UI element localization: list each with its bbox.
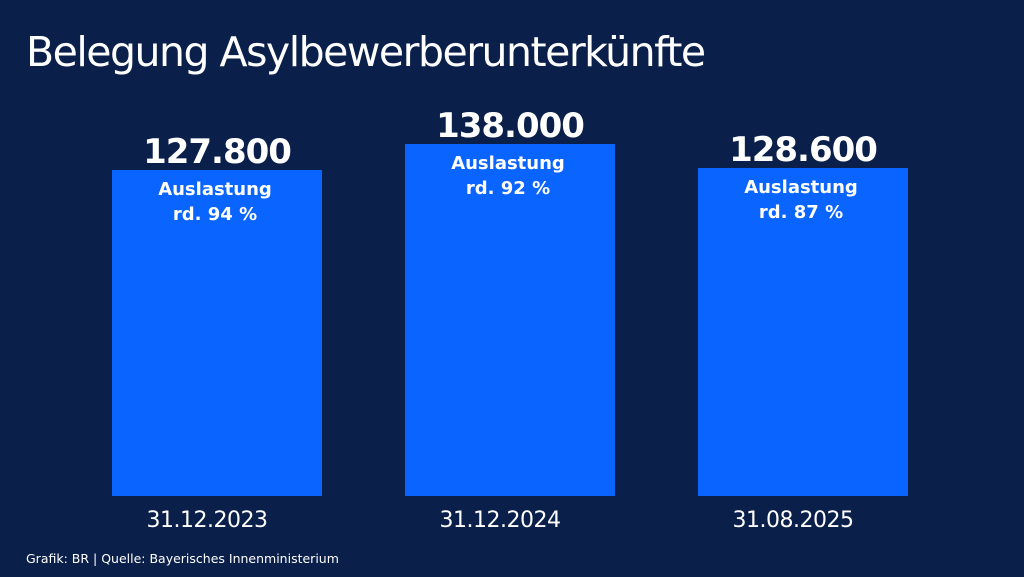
x-tick-label-1: 31.12.2023 <box>147 508 268 533</box>
bar-annotation-line2-1: rd. 94 % <box>173 204 257 225</box>
x-tick-label-3: 31.08.2025 <box>733 508 854 533</box>
bar-annotation-line2-3: rd. 87 % <box>759 202 843 223</box>
bar-annotation-line1-2: Auslastung <box>451 153 565 174</box>
bar-annotation-line1-3: Auslastung <box>744 177 858 198</box>
data-label-1: 127.800 <box>143 132 291 172</box>
bar-2 <box>405 144 615 496</box>
bars-group: 127.800 Auslastung rd. 94 % 31.12.2023 138.0… <box>112 106 908 533</box>
x-tick-label-2: 31.12.2024 <box>440 508 561 533</box>
bar-annotation-line1-1: Auslastung <box>158 179 272 200</box>
data-label-3: 128.600 <box>729 130 877 170</box>
chart-title: Belegung Asylbewerberunterkünfte <box>26 28 705 76</box>
source-note: Grafik: BR | Quelle: Bayerisches Innenmi… <box>26 551 339 566</box>
bar-1 <box>112 170 322 496</box>
data-label-2: 138.000 <box>436 106 584 146</box>
bar-annotation-line2-2: rd. 92 % <box>466 178 550 199</box>
bar-3 <box>698 167 908 496</box>
